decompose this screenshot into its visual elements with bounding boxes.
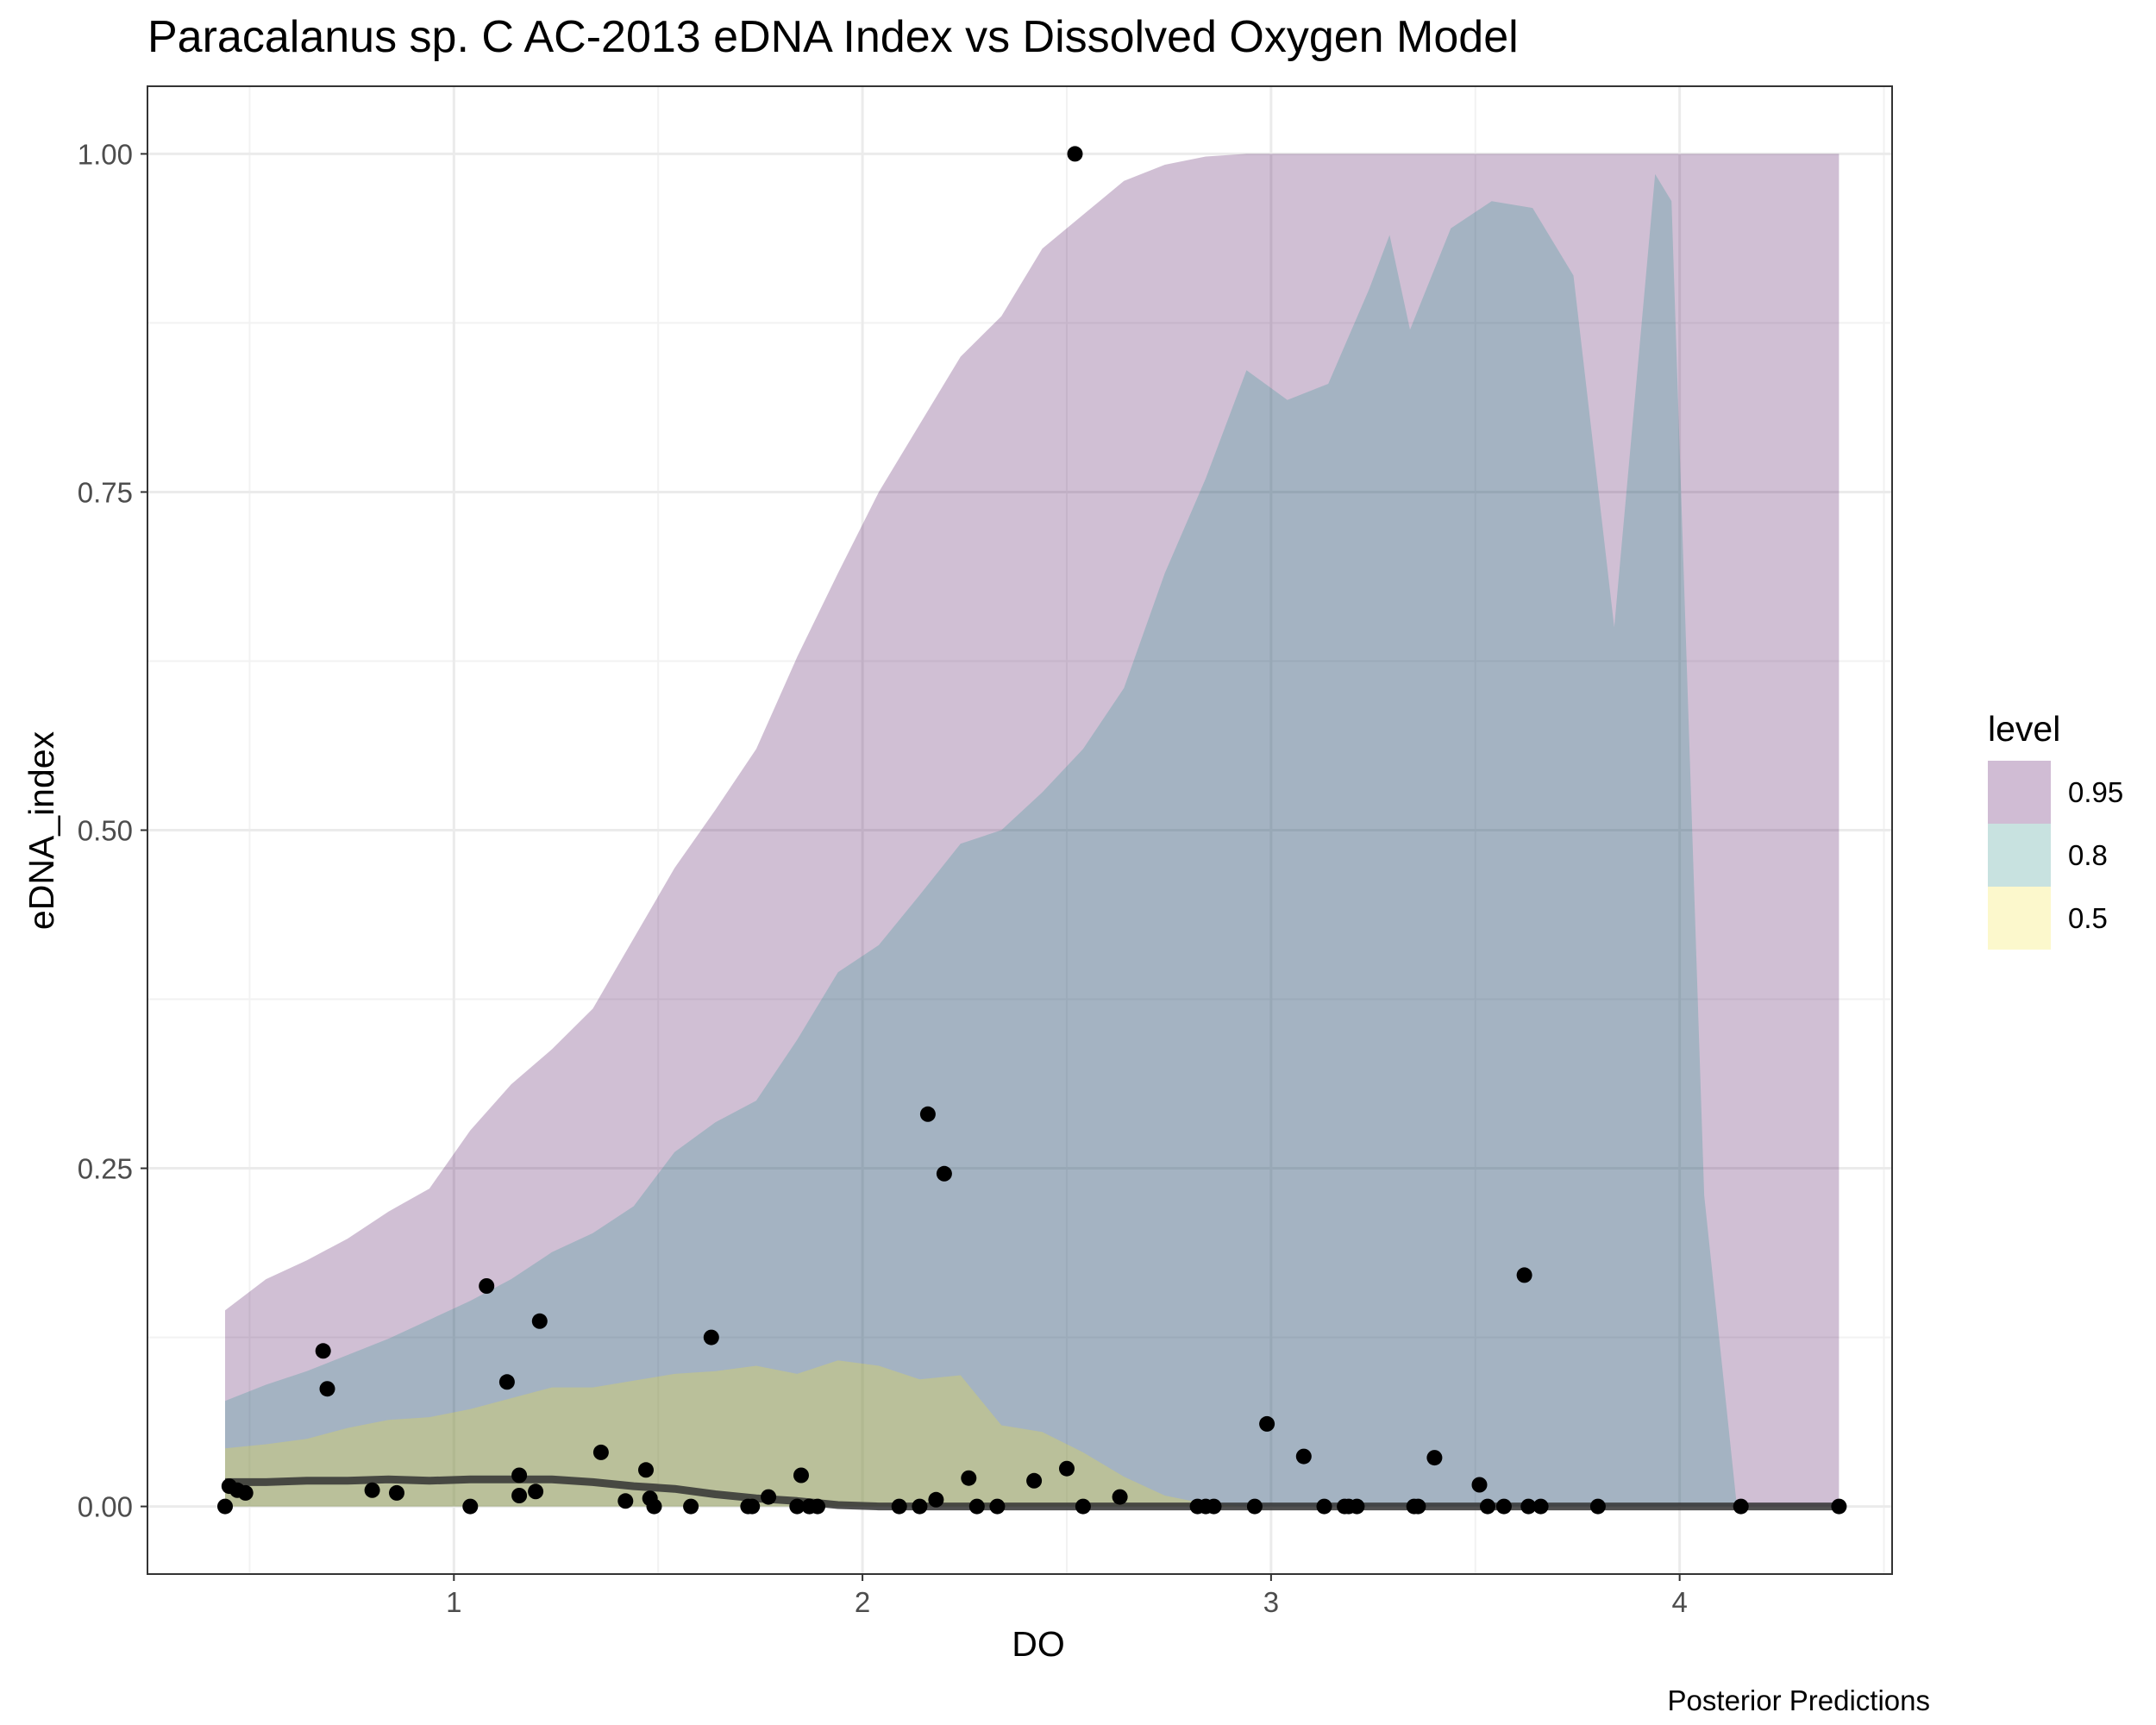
data-point [919,1106,936,1122]
data-point [1059,1460,1075,1477]
data-point [1410,1498,1426,1515]
data-point [744,1498,761,1515]
data-point [810,1498,825,1515]
data-point [1471,1477,1488,1493]
data-point [936,1165,952,1182]
data-point [592,1444,609,1460]
data-point [1067,146,1083,162]
data-point [1246,1498,1263,1515]
data-point [617,1493,634,1509]
y-tick-label: 1.00 [78,138,133,170]
data-point [1349,1498,1365,1515]
data-point [1259,1415,1275,1432]
x-tick-label: 4 [1671,1586,1687,1618]
data-point [789,1498,805,1515]
data-point [1516,1267,1532,1283]
data-point [961,1470,977,1486]
data-point [462,1498,479,1515]
x-tick-label: 2 [855,1586,870,1618]
y-axis-title: eDNA_index [22,731,61,930]
data-point [531,1313,548,1329]
data-point [793,1467,809,1484]
data-point [891,1498,907,1515]
y-tick-label: 0.50 [78,815,133,847]
data-point [1480,1498,1495,1515]
legend-title: level [1988,709,2060,749]
data-point [1532,1498,1549,1515]
y-tick-label: 0.00 [78,1491,133,1523]
band-0-8 [225,173,1737,1507]
data-point [928,1491,944,1508]
data-point [319,1381,335,1397]
data-point [479,1278,495,1294]
data-point [364,1482,380,1498]
data-point [968,1498,985,1515]
data-point [683,1498,699,1515]
data-point [1295,1448,1312,1465]
data-point [1831,1498,1847,1515]
legend-label: 0.8 [2068,839,2108,871]
data-point [1495,1498,1512,1515]
data-point [237,1484,254,1501]
x-axis-title: DO [1012,1624,1065,1664]
data-point [703,1329,719,1346]
band-0-5 [225,1360,1247,1507]
legend-key [1988,887,2051,950]
data-point [217,1498,233,1515]
legend-label: 0.5 [2068,902,2108,934]
data-point [761,1489,777,1505]
y-tick-label: 0.75 [78,476,133,508]
data-point [315,1343,331,1359]
x-axis-ticks: 1 2 3 4 [446,1574,1688,1618]
legend-key [1988,824,2051,887]
legend-label: 0.95 [2068,776,2123,808]
data-point [1112,1489,1128,1505]
data-point [511,1488,528,1503]
credible-bands [225,154,1839,1507]
data-point [511,1467,528,1484]
data-point [638,1462,654,1478]
chart-title: Paracalanus sp. C AC-2013 eDNA Index vs … [147,12,1519,62]
data-point [1026,1472,1043,1489]
data-point [1426,1450,1443,1466]
caption: Posterior Predictions [1668,1684,1930,1716]
median-line [225,1475,1839,1511]
data-point [528,1484,544,1500]
data-point [1589,1498,1606,1515]
y-axis-ticks: 0.00 0.25 0.50 0.75 1.00 [78,138,147,1523]
data-point [498,1374,515,1390]
x-tick-label: 1 [446,1586,461,1618]
band-0-95 [225,154,1839,1507]
data-point [1733,1498,1749,1515]
data-point [646,1498,662,1515]
observed-points [217,146,1847,1515]
x-tick-label: 3 [1263,1586,1279,1618]
data-point [1075,1498,1091,1515]
legend: level 0.95 0.8 0.5 [1988,709,2123,950]
data-point [1520,1498,1537,1515]
data-point [989,1498,1006,1515]
median-line-group [225,1475,1839,1511]
data-point [1206,1498,1222,1515]
data-point [389,1484,404,1501]
y-tick-label: 0.25 [78,1153,133,1185]
data-point [1316,1498,1332,1515]
data-point [912,1498,928,1515]
legend-key [1988,761,2051,824]
